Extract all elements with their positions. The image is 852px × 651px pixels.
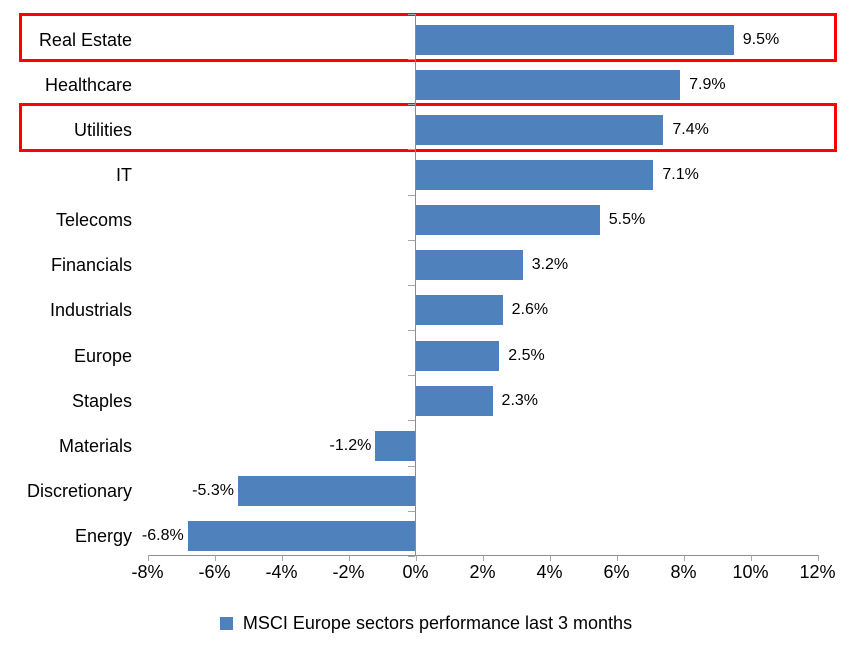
bar-it (415, 159, 654, 190)
x-axis-tick (348, 555, 350, 561)
category-label-industrials: Industrials (49, 300, 132, 321)
value-label-real-estate: 9.5% (742, 30, 780, 48)
category-label-financials: Financials (50, 255, 132, 276)
y-axis-tick (408, 59, 415, 61)
value-label-energy: -6.8% (141, 527, 184, 545)
y-axis-tick (408, 375, 415, 377)
x-axis-tick-label: 6% (603, 562, 630, 582)
y-axis-tick (408, 465, 415, 467)
category-label-it: IT (116, 164, 132, 185)
x-axis-tick-label: 10% (732, 562, 769, 582)
category-label-staples: Staples (71, 390, 132, 411)
category-label-healthcare: Healthcare (44, 74, 132, 95)
value-label-industrials: 2.6% (511, 301, 549, 319)
y-axis-tick (408, 194, 415, 196)
bar-healthcare (415, 69, 681, 100)
x-axis-tick (482, 555, 484, 561)
y-axis-tick (408, 510, 415, 512)
value-label-telecoms: 5.5% (608, 211, 646, 229)
y-axis-tick (408, 330, 415, 332)
highlight-box-utilities (19, 103, 837, 153)
legend-marker-icon (219, 617, 233, 630)
x-axis-tick-label: -6% (198, 562, 231, 582)
bar-materials (375, 430, 416, 461)
x-axis-tick-label: 4% (536, 562, 563, 582)
bar-discretionary (237, 476, 416, 506)
value-label-materials: -1.2% (329, 436, 372, 454)
y-axis-tick (408, 555, 415, 557)
category-label-materials: Materials (58, 435, 132, 456)
x-axis-tick (817, 555, 819, 561)
bar-real-estate (415, 24, 734, 55)
x-axis-tick (415, 555, 417, 561)
x-axis-tick-label: 8% (670, 562, 697, 582)
y-axis-tick (408, 420, 415, 422)
x-axis-tick-label: 2% (469, 562, 496, 582)
value-label-europe: 2.5% (508, 346, 545, 364)
value-label-discretionary: -5.3% (192, 482, 234, 499)
category-label-utilities: Utilities (73, 119, 132, 140)
bar-europe (415, 340, 500, 371)
value-label-utilities: 7.4% (672, 120, 709, 138)
category-label-europe: Europe (73, 345, 132, 366)
value-label-financials: 3.2% (531, 256, 569, 274)
x-axis-tick-label: -4% (265, 562, 298, 582)
x-axis-tick-label: 12% (799, 562, 836, 582)
highlight-box-real-estate (19, 13, 837, 62)
x-axis-tick (214, 555, 216, 561)
y-axis-tick (408, 104, 415, 106)
x-axis-tick (549, 555, 551, 561)
x-axis-tick-label: -8% (131, 562, 164, 582)
bar-financials (415, 250, 523, 281)
category-label-real-estate: Real Estate (38, 29, 132, 50)
bar-utilities (415, 114, 664, 145)
bar-telecoms (415, 205, 600, 236)
legend-label: MSCI Europe sectors performance last 3 m… (242, 613, 633, 633)
x-axis-tick (147, 555, 149, 561)
category-label-telecoms: Telecoms (55, 210, 132, 231)
x-axis-tick (281, 555, 283, 561)
value-label-staples: 2.3% (501, 391, 539, 409)
y-axis-tick (408, 14, 415, 15)
bar-energy (187, 521, 416, 552)
value-label-it: 7.1% (662, 165, 699, 183)
x-axis-tick-label: 0% (402, 562, 429, 582)
category-label-energy: Energy (74, 526, 132, 547)
y-axis-tick (408, 284, 415, 286)
y-axis-line (415, 14, 416, 555)
value-label-healthcare: 7.9% (689, 75, 726, 93)
category-label-discretionary: Discretionary (26, 481, 132, 501)
x-axis-tick (616, 555, 618, 561)
y-axis-tick (408, 239, 415, 241)
bar-staples (415, 385, 493, 416)
y-axis-tick (408, 149, 415, 151)
bar-industrials (415, 295, 503, 326)
x-axis-tick-label: -2% (332, 562, 365, 582)
legend: MSCI Europe sectors performance last 3 m… (0, 613, 852, 634)
x-axis-tick (683, 555, 685, 561)
x-axis-tick (750, 555, 752, 561)
